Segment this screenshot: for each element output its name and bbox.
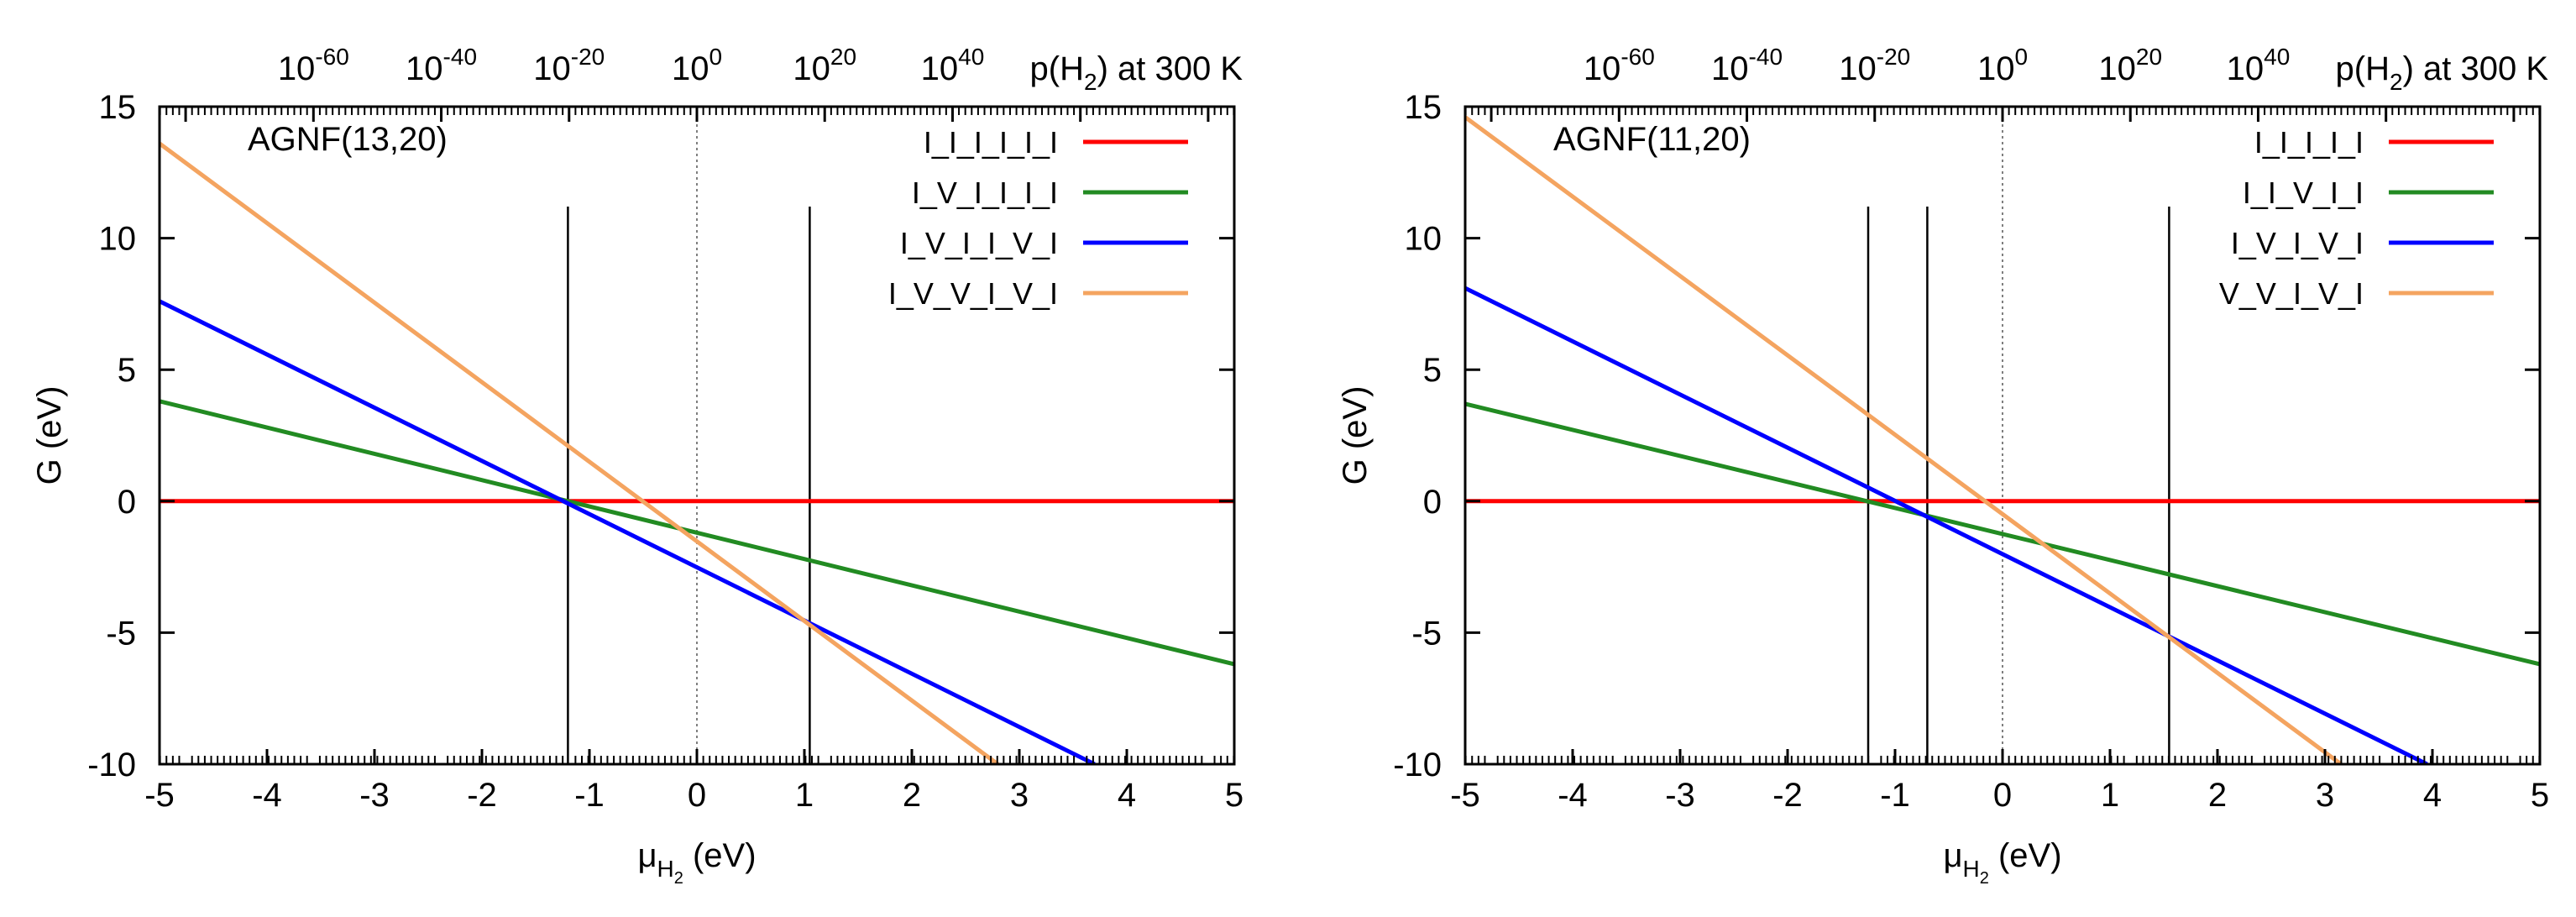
- y-tick-label: 0: [118, 484, 136, 521]
- legend-label: I_V_I_V_I: [2231, 226, 2364, 260]
- panel-title: AGNF(11,20): [1553, 121, 1751, 158]
- y-axis-label: G (eV): [31, 386, 68, 485]
- y-tick-label: 15: [1405, 89, 1442, 126]
- x-tick-label: -3: [359, 777, 390, 814]
- top-tick-label: 1040: [2227, 44, 2291, 87]
- top-tick-label: 10-60: [278, 44, 349, 87]
- x-tick-label: -1: [574, 777, 605, 814]
- top-tick-label: 100: [672, 44, 722, 87]
- x-tick-label: 1: [2101, 777, 2119, 814]
- legend-label: I_V_I_I_I_I: [912, 176, 1058, 210]
- y-tick-label: -5: [106, 615, 136, 652]
- y-tick-label: 0: [1423, 484, 1442, 521]
- y-tick-label: 10: [1405, 221, 1442, 258]
- y-axis-label: G (eV): [1337, 386, 1374, 485]
- x-tick-label: -5: [1450, 777, 1480, 814]
- x-tick-label: 2: [903, 777, 921, 814]
- top-tick-label: 10-20: [1839, 44, 1910, 87]
- series-line-2: [160, 399, 1234, 667]
- x-tick-label: -3: [1665, 777, 1695, 814]
- x-tick-label: 1: [795, 777, 814, 814]
- y-tick-label: -5: [1411, 615, 1442, 652]
- top-tick-label: 10-20: [533, 44, 605, 87]
- top-axis-label: p(H2) at 300 K: [1030, 50, 1243, 95]
- x-tick-label: 0: [688, 777, 706, 814]
- legend-label: I_I_V_I_I: [2243, 176, 2364, 210]
- x-tick-label: 0: [1993, 777, 2012, 814]
- x-tick-label: 4: [1118, 777, 1136, 814]
- x-tick-label: 5: [2531, 777, 2549, 814]
- x-tick-label: -4: [1558, 777, 1588, 814]
- legend-label: I_I_I_I_I: [2254, 125, 2364, 160]
- x-tick-label: 5: [1225, 777, 1243, 814]
- series-group: [1465, 115, 2540, 764]
- x-axis-label: μH2 (eV): [1943, 837, 2061, 888]
- top-tick-label: 100: [1977, 44, 2028, 87]
- x-tick-label: 4: [2423, 777, 2442, 814]
- legend-label: I_V_I_I_V_I: [900, 226, 1058, 260]
- y-tick-label: -10: [1393, 747, 1442, 783]
- x-axis-label: μH2 (eV): [637, 837, 756, 888]
- top-tick-label: 1040: [921, 44, 985, 87]
- y-tick-label: 10: [99, 221, 137, 258]
- series-line-3: [1465, 286, 2428, 764]
- series-line-2: [1465, 401, 2540, 667]
- x-tick-label: -4: [252, 777, 282, 814]
- legend-label: I_V_V_I_V_I: [888, 276, 1058, 311]
- x-tick-label: 3: [1010, 777, 1029, 814]
- top-tick-label: 1020: [2098, 44, 2162, 87]
- top-tick-label: 1020: [793, 44, 856, 87]
- series-line-4: [160, 141, 999, 764]
- series-line-3: [160, 299, 1096, 764]
- x-tick-label: 3: [2316, 777, 2334, 814]
- x-tick-label: -5: [144, 777, 175, 814]
- panel-title: AGNF(13,20): [248, 121, 448, 158]
- series-line-4: [1465, 115, 2343, 764]
- x-tick-label: -2: [1772, 777, 1803, 814]
- legend-label: V_V_I_V_I: [2219, 276, 2364, 311]
- x-tick-label: -2: [467, 777, 497, 814]
- top-tick-label: 10-40: [1711, 44, 1783, 87]
- series-group: [160, 141, 1234, 764]
- top-axis-label: p(H2) at 300 K: [2336, 50, 2549, 95]
- y-tick-label: 15: [99, 89, 137, 126]
- x-tick-label: -1: [1880, 777, 1910, 814]
- y-tick-label: -10: [87, 747, 136, 783]
- y-tick-label: 5: [118, 352, 136, 389]
- y-tick-label: 5: [1423, 352, 1442, 389]
- top-tick-label: 10-60: [1584, 44, 1655, 87]
- x-tick-label: 2: [2208, 777, 2227, 814]
- legend-label: I_I_I_I_I_I: [924, 125, 1058, 160]
- top-tick-label: 10-40: [406, 44, 477, 87]
